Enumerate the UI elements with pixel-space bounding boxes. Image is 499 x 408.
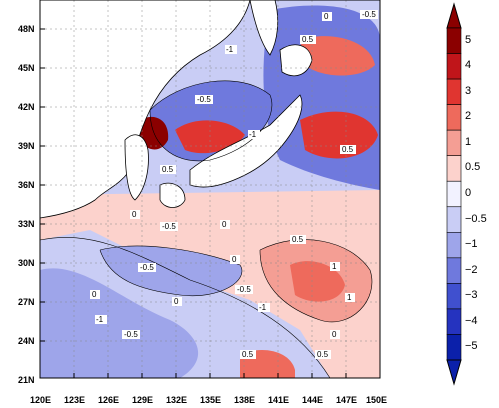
colorbar-level-label: −0.5 [465, 212, 487, 225]
colorbar-min-arrow [446, 359, 462, 386]
colorbar-level-label: 1 [465, 135, 472, 148]
contour-label: -1 [226, 45, 234, 54]
colorbar-level-label: −2 [465, 263, 478, 276]
lon-label: 132E [166, 395, 188, 405]
contour-label: 0.5 [342, 145, 354, 154]
colorbar-level-label: 4 [465, 59, 472, 72]
lat-label: 24N [18, 336, 35, 346]
lat-label: 45N [18, 63, 35, 73]
tick-marks [40, 28, 347, 378]
contour-labels: -0.5 0 -1 -0.5 -1 0 0.5 -0.5 0 0.5 1 0.5… [90, 10, 378, 359]
colorbar-swatch [446, 27, 462, 54]
contour-label: 1 [332, 262, 337, 271]
lon-label: 126E [98, 395, 120, 405]
contour-label: 0.5 [242, 350, 254, 359]
colorbar-swatch [446, 104, 462, 131]
lat-label: 36N [18, 180, 35, 190]
positive-core-east-inner [290, 261, 345, 302]
contour-label: 0.5 [292, 235, 304, 244]
lat-label: 42N [18, 102, 35, 112]
contour-label: -0.5 [237, 285, 251, 294]
colorbar-max-arrow [446, 2, 462, 29]
colorbar-swatch [446, 53, 462, 80]
lon-label: 123E [64, 395, 86, 405]
colorbar-level-label: −4 [465, 314, 478, 327]
contour-label: 0.5 [302, 35, 314, 44]
contour-label: -0.5 [362, 10, 376, 19]
contour-label: 0.5 [317, 350, 329, 359]
lat-label: 27N [18, 297, 35, 307]
gridlines [40, 0, 380, 378]
colorbar-level-label: 5 [465, 33, 472, 46]
lon-label: 150E [366, 395, 388, 405]
contour-label: -0.5 [162, 222, 176, 231]
colorbar-level-label: −1 [465, 238, 478, 251]
positive-core-ne [300, 111, 378, 159]
colorbar-swatch [446, 308, 462, 335]
contour-label: 0 [174, 297, 179, 306]
lat-label: 39N [18, 141, 35, 151]
contour-label: 0 [232, 255, 237, 264]
lon-label: 129E [132, 395, 154, 405]
lon-label: 138E [234, 395, 256, 405]
contour-label: 0 [324, 12, 329, 21]
contour-label: -0.5 [197, 95, 211, 104]
kyushu [159, 182, 186, 208]
colorbar-swatch [446, 78, 462, 105]
colorbar-swatch [446, 334, 462, 361]
lat-label: 30N [18, 258, 35, 268]
colorbar-swatch [446, 180, 462, 208]
lon-label: 135E [200, 395, 222, 405]
contour-label: 1 [347, 293, 352, 302]
contour-label: 0 [222, 220, 227, 229]
colorbar-level-label: −5 [465, 340, 478, 353]
contour-label: -0.5 [140, 263, 154, 272]
negative-region-sw [40, 268, 199, 378]
colorbar-level-label: 0.5 [465, 161, 481, 174]
contour-label: -1 [249, 130, 257, 139]
lon-label: 147E [336, 395, 358, 405]
contour-label: -1 [96, 315, 104, 324]
sakhalin [249, 0, 279, 56]
contour-label: 0 [132, 210, 137, 219]
positive-core-north [300, 36, 375, 76]
lat-label: 48N [18, 24, 35, 34]
contour-label: 0 [92, 290, 97, 299]
contour-label: -0.5 [124, 330, 138, 339]
colorbar-swatch [446, 257, 462, 284]
colorbar-swatch [446, 232, 462, 259]
lon-label: 120E [30, 395, 52, 405]
colorbar-level-label: −3 [465, 289, 478, 302]
lon-label: 144E [302, 395, 324, 405]
colorbar-swatch [446, 283, 462, 310]
asian-continent [39, 0, 251, 219]
contour-label: 0.5 [162, 165, 174, 174]
colorbar-level-label: 3 [465, 84, 472, 97]
colorbar-swatch [446, 155, 462, 182]
lat-label: 33N [18, 219, 35, 229]
colorbar-swatch [446, 129, 462, 156]
contour-label: 0 [332, 330, 337, 339]
contour-label: -1 [259, 303, 267, 312]
colorbar-swatch [446, 206, 462, 233]
colorbar-level-label: 2 [465, 110, 472, 123]
colorbar [446, 2, 462, 386]
colorbar-level-label: 0 [465, 187, 472, 199]
korean-peninsula [124, 134, 149, 201]
lat-label: 21N [18, 375, 35, 385]
lon-label: 141E [268, 395, 290, 405]
